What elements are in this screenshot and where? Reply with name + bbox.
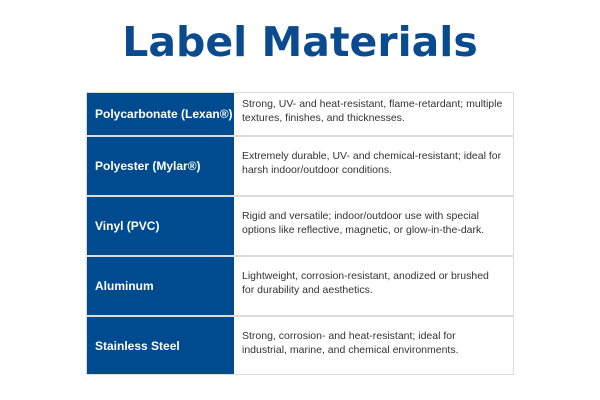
material-name: Polyester (Mylar®): [87, 137, 234, 195]
description-text: Strong, UV- and heat-resistant, flame-re…: [242, 98, 503, 124]
materials-table: Polycarbonate (Lexan®) Strong, UV- and h…: [86, 92, 514, 375]
material-description: Rigid and versatile; indoor/outdoor use …: [234, 197, 513, 255]
description-text: Extremely durable, UV- and chemical-resi…: [242, 150, 502, 176]
material-name: Stainless Steel: [87, 317, 234, 374]
table-row: Stainless Steel Strong, corrosion- and h…: [87, 315, 513, 374]
description-text: Rigid and versatile; indoor/outdoor use …: [242, 210, 485, 236]
table-row: Polycarbonate (Lexan®) Strong, UV- and h…: [87, 93, 513, 135]
material-description: Strong, UV- and heat-resistant, flame-re…: [234, 93, 513, 135]
table-row: Polyester (Mylar®) Extremely durable, UV…: [87, 135, 513, 195]
page-title: Label Materials: [122, 18, 478, 66]
material-name: Vinyl (PVC): [87, 197, 234, 255]
table-row: Aluminum Lightweight, corrosion-resistan…: [87, 255, 513, 315]
description-text: Lightweight, corrosion-resistant, anodiz…: [242, 270, 489, 296]
description-text: Strong, corrosion- and heat-resistant; i…: [242, 329, 459, 356]
table-row: Vinyl (PVC) Rigid and versatile; indoor/…: [87, 195, 513, 255]
material-description: Strong, corrosion- and heat-resistant; i…: [234, 317, 513, 374]
material-name: Polycarbonate (Lexan®): [87, 93, 234, 135]
material-name: Aluminum: [87, 257, 234, 315]
material-description: Extremely durable, UV- and chemical-resi…: [234, 137, 513, 195]
material-description: Lightweight, corrosion-resistant, anodiz…: [234, 257, 513, 315]
